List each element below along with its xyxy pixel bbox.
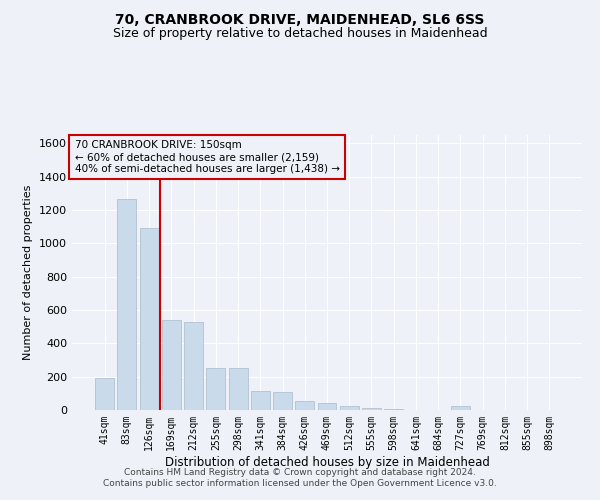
X-axis label: Distribution of detached houses by size in Maidenhead: Distribution of detached houses by size …	[164, 456, 490, 468]
Bar	[451, 406, 470, 410]
Bar	[140, 228, 158, 410]
Bar	[384, 409, 403, 410]
Y-axis label: Number of detached properties: Number of detached properties	[23, 185, 34, 360]
Bar	[362, 408, 381, 410]
Bar	[273, 392, 292, 410]
Bar	[118, 199, 136, 410]
Bar	[251, 391, 270, 410]
Bar	[229, 368, 248, 410]
Bar	[95, 378, 114, 410]
Bar	[295, 401, 314, 410]
Bar	[317, 404, 337, 410]
Text: Contains HM Land Registry data © Crown copyright and database right 2024.
Contai: Contains HM Land Registry data © Crown c…	[103, 468, 497, 487]
Bar	[206, 368, 225, 410]
Bar	[184, 322, 203, 410]
Text: 70 CRANBROOK DRIVE: 150sqm
← 60% of detached houses are smaller (2,159)
40% of s: 70 CRANBROOK DRIVE: 150sqm ← 60% of deta…	[74, 140, 340, 173]
Text: 70, CRANBROOK DRIVE, MAIDENHEAD, SL6 6SS: 70, CRANBROOK DRIVE, MAIDENHEAD, SL6 6SS	[115, 12, 485, 26]
Bar	[162, 320, 181, 410]
Text: Size of property relative to detached houses in Maidenhead: Size of property relative to detached ho…	[113, 28, 487, 40]
Bar	[340, 406, 359, 410]
